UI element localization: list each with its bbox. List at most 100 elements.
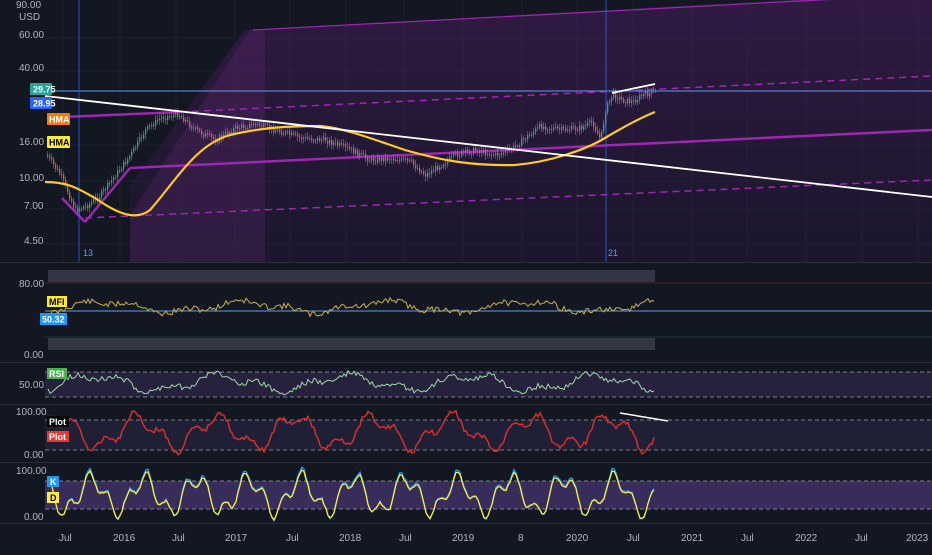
candle-body (243, 124, 245, 128)
candle-body (301, 137, 303, 140)
candle-body (567, 130, 569, 132)
candle-body (85, 205, 87, 207)
candle-body (347, 146, 349, 148)
candle-body (569, 129, 571, 131)
candle-body (345, 144, 347, 147)
candle-body (349, 147, 351, 149)
channel-upper-solid-line (62, 110, 181, 119)
candle-body (343, 143, 345, 145)
candle-body (265, 123, 267, 125)
candle-body (135, 147, 137, 149)
candle-body (283, 133, 285, 135)
candle-body (557, 126, 559, 129)
candle-body (413, 160, 415, 165)
candle-body (117, 170, 119, 178)
mfi-pane[interactable] (0, 263, 932, 362)
candle-body (313, 140, 315, 142)
hma-badge-yellow-label: HMA (49, 138, 70, 148)
candle-body (427, 172, 429, 177)
time-axis[interactable]: Jul 2016 Jul 2017 Jul 2018 Jul 2019 8 20… (59, 533, 929, 544)
candle-body (579, 125, 581, 131)
x-tick-label: 2023 (906, 533, 929, 544)
y-tick-label: 40.00 (19, 63, 44, 74)
stoch-pane[interactable] (0, 463, 932, 523)
mfi-label: MFI (49, 297, 65, 307)
stoch-k-badge (47, 476, 59, 487)
candle-body (91, 202, 93, 205)
candle-body (305, 136, 307, 139)
candle-body (207, 133, 209, 135)
candle-body (469, 151, 471, 154)
candle-body (127, 158, 129, 164)
candle-body (179, 116, 181, 118)
channel-fill (130, 0, 932, 262)
main-pane[interactable]: 13 21 (0, 0, 932, 262)
plot-price-axis[interactable]: 100.00 0.00 Plot Plot (16, 407, 69, 461)
candle-body (241, 124, 243, 128)
candle-body (125, 161, 127, 164)
pane-separators (0, 262, 932, 524)
candle-body (339, 143, 341, 146)
candle-body (565, 128, 567, 131)
rsi-pane[interactable] (0, 363, 932, 404)
candle-body (65, 179, 67, 185)
mfi-label-badge (47, 296, 67, 307)
candle-body (585, 125, 587, 127)
mfi-oversold-band (48, 338, 655, 350)
candle-body (415, 164, 417, 169)
candle-body (409, 159, 411, 161)
main-price-axis[interactable]: 90.00 USD 60.00 40.00 16.00 10.00 7.00 4… (16, 0, 70, 247)
x-tick-label: 2016 (113, 533, 136, 544)
candle-body (51, 157, 53, 160)
candle-body (439, 167, 441, 170)
x-tick-label: Jul (741, 533, 754, 544)
mfi-price-axis[interactable]: 80.00 0.00 MFI 50.32 (19, 279, 67, 361)
candle-body (597, 130, 599, 134)
stoch-k-label: K (50, 477, 57, 487)
x-tick-label: 2019 (452, 533, 475, 544)
candle-body (335, 142, 337, 144)
candle-body (437, 165, 439, 170)
candle-body (561, 126, 563, 130)
candle-body (333, 142, 335, 145)
candle-body (431, 170, 433, 174)
candle-body (591, 120, 593, 123)
candle-body (115, 177, 117, 179)
candle-body (479, 151, 481, 154)
candle-body (197, 127, 199, 130)
candle-body (249, 123, 251, 128)
candle-body (247, 127, 249, 129)
candle-body (615, 91, 617, 99)
candle-body (605, 112, 607, 124)
candle-body (171, 116, 173, 118)
candle-body (261, 125, 263, 127)
candle-body (501, 153, 503, 155)
candle-body (443, 164, 445, 167)
plot-pane[interactable] (0, 405, 932, 462)
candle-body (575, 127, 577, 130)
candle-body (477, 150, 479, 154)
candle-body (555, 126, 557, 128)
rsi-label: RSI (49, 369, 64, 379)
candle-body (543, 126, 545, 129)
candle-body (429, 172, 431, 174)
candle-body (69, 192, 71, 199)
candle-body (275, 130, 277, 133)
candle-body (151, 124, 153, 126)
channel-top-line (252, 0, 831, 31)
mfi-overbought-band (48, 270, 655, 282)
candle-body (599, 133, 601, 138)
candle-body (549, 128, 551, 130)
candle-body (493, 154, 495, 156)
candle-body (359, 152, 361, 157)
candle-body (239, 127, 241, 130)
candle-body (47, 155, 49, 157)
y-tick-label: 60.00 (19, 30, 44, 41)
stoch-d-badge (47, 492, 59, 503)
stoch-price-axis[interactable]: 100.00 0.00 K D (16, 466, 59, 523)
rsi-price-axis[interactable]: 50.00 RSI (19, 368, 67, 391)
candle-body (381, 157, 383, 161)
x-tick-label: Jul (59, 533, 72, 544)
